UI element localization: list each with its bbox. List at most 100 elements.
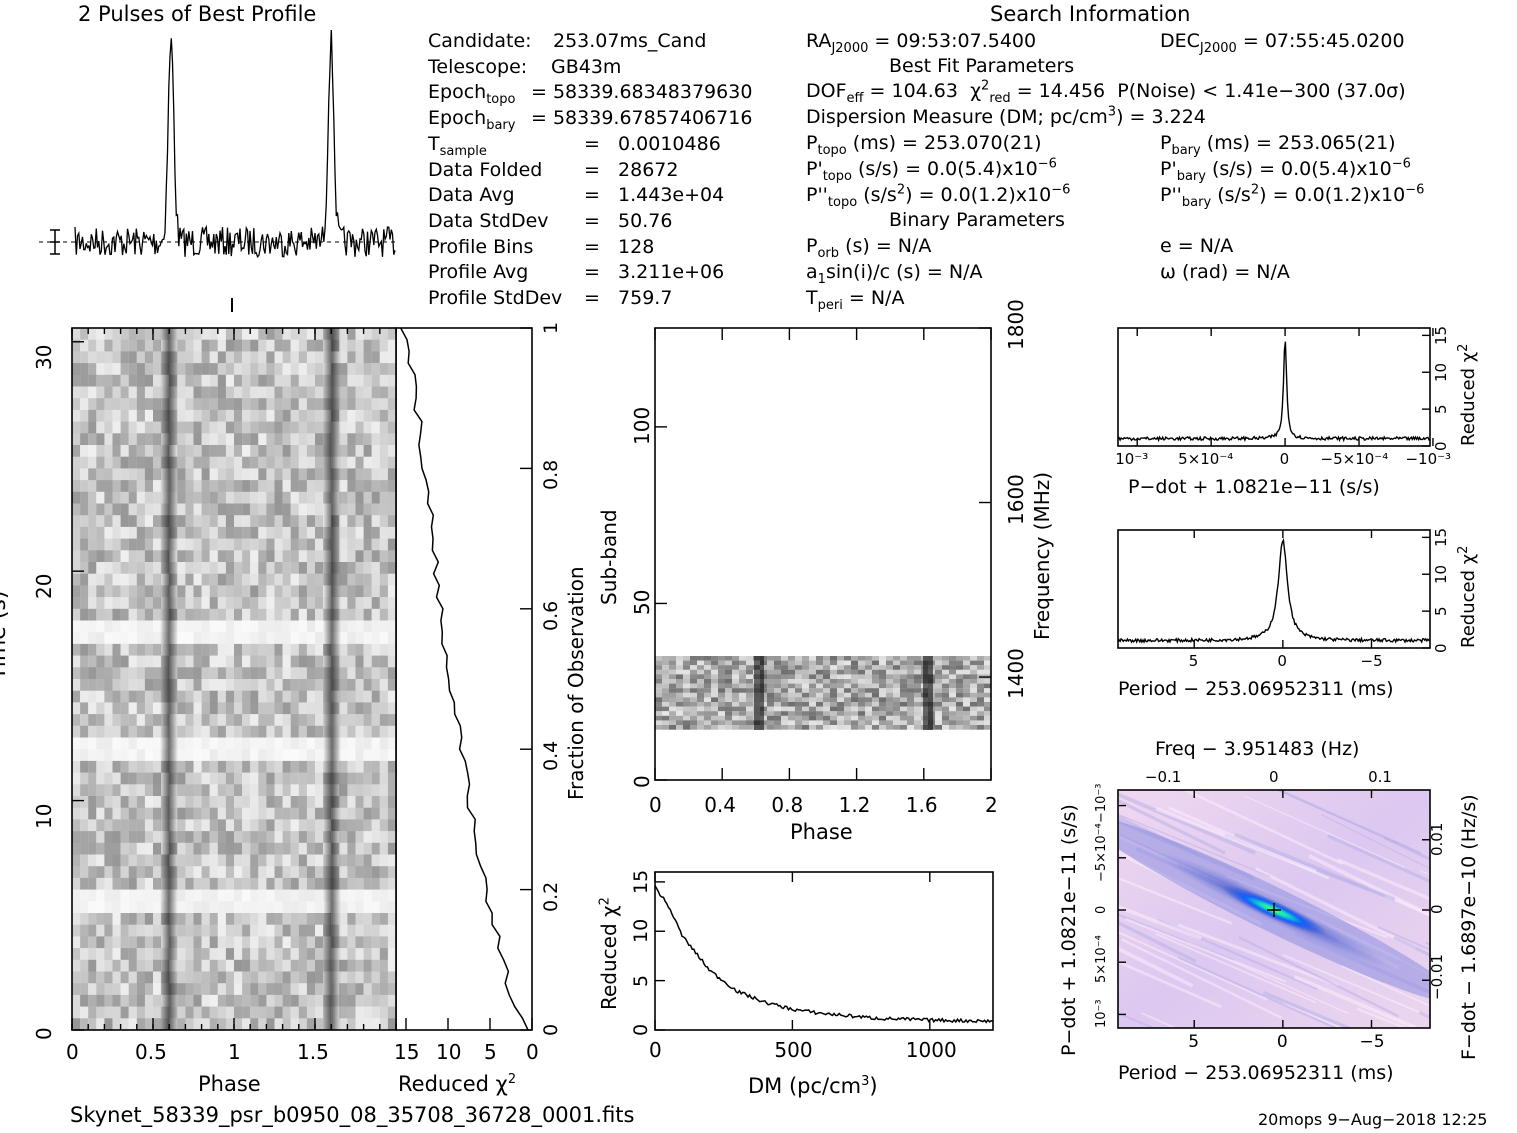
grey-cell (306, 667, 316, 680)
grey-cell (298, 456, 307, 469)
subband-cell (837, 720, 845, 726)
grey-cell (112, 491, 121, 504)
subband-cell (795, 697, 803, 703)
grey-cell (112, 328, 121, 340)
grey-cell (298, 409, 307, 422)
grey-cell (120, 901, 129, 914)
grey-cell (104, 959, 113, 972)
grey-cell (387, 842, 397, 855)
grey-cell (387, 924, 397, 937)
grey-cell (250, 924, 259, 937)
grey-cell (80, 796, 89, 808)
ppdot-streak (1262, 990, 1353, 1028)
grey-cell (339, 714, 348, 727)
grey-cell (209, 959, 218, 972)
info-value: 253.07ms_Cand (553, 30, 707, 52)
subband-cell (823, 674, 831, 680)
grey-cell (177, 374, 186, 387)
subband-cell (683, 669, 691, 675)
grey-cell (306, 456, 316, 469)
grey-cell (128, 632, 137, 645)
grey-cell (193, 515, 202, 528)
subband-cell (739, 674, 747, 680)
subband-cell (907, 688, 915, 693)
grey-cell (225, 363, 235, 376)
grey-cell (387, 784, 397, 797)
grey-cell (193, 433, 202, 446)
grey-cell (112, 620, 121, 633)
grey-cell (80, 760, 89, 773)
grey-cell (290, 948, 299, 961)
grey-cell (347, 772, 356, 785)
grey-cell (136, 702, 145, 715)
subband-cell (886, 683, 894, 689)
grey-cell (104, 924, 113, 937)
subband-cell (865, 706, 873, 712)
grey-cell (72, 421, 81, 434)
subband-cell (970, 679, 978, 684)
subband-cell (690, 725, 698, 730)
subband-cell (746, 660, 754, 666)
subband-cell (767, 669, 775, 675)
grey-cell (258, 936, 267, 949)
subband-cell (655, 679, 663, 684)
subband-cell (774, 688, 782, 693)
grey-cell (315, 1018, 324, 1031)
grey-cell (201, 468, 210, 481)
grey-cell (258, 690, 267, 703)
subband-cell (977, 692, 985, 698)
grey-cell (234, 690, 243, 703)
subband-cell (816, 688, 824, 693)
subband-cell (711, 660, 719, 666)
grey-cell (120, 468, 129, 481)
subband-cell (739, 725, 747, 730)
subband-cell (732, 669, 740, 675)
subband-cell (949, 660, 957, 666)
grey-cell (185, 585, 194, 598)
grey-cell (258, 445, 267, 457)
subband-cell (711, 715, 719, 721)
grey-cell (185, 515, 194, 528)
subband-cell (837, 660, 845, 666)
subband-cell (879, 688, 887, 693)
grey-cell (339, 679, 348, 691)
grey-cell (363, 889, 372, 902)
grey-cell (112, 409, 121, 422)
grey-cell (234, 491, 243, 504)
grey-cell (347, 1018, 356, 1031)
grey-cell (217, 468, 226, 481)
grey-cell (258, 398, 267, 411)
ppdot-streak (1308, 854, 1430, 917)
grey-cell (201, 936, 210, 949)
grey-cell (80, 948, 89, 961)
grey-cell (80, 433, 89, 446)
subband-cell (879, 656, 887, 661)
freq-top-label: Freq − 3.951483 (Hz) (1155, 738, 1360, 760)
grey-cell (282, 585, 291, 598)
grey-cell (80, 608, 89, 621)
grey-cell (136, 374, 145, 387)
subband-cell (844, 711, 852, 716)
grey-cell (185, 597, 194, 610)
grey-cell (266, 503, 275, 516)
subband-cell (725, 702, 733, 707)
grey-cell (104, 433, 113, 446)
grey-cell (234, 667, 243, 680)
grey-cell (242, 831, 251, 844)
grey-cell (201, 971, 210, 984)
grey-cell (379, 819, 388, 832)
grey-cell (225, 597, 235, 610)
subband-cell (907, 660, 915, 666)
grey-cell (144, 854, 154, 867)
subband-cell (893, 679, 901, 684)
grey-cell (355, 597, 364, 610)
grey-cell (80, 421, 89, 434)
grey-cell (177, 842, 186, 855)
grey-cell (371, 585, 380, 598)
grey-cell (112, 772, 121, 785)
grey-cell (72, 503, 81, 516)
subband-cell (816, 725, 824, 730)
grey-cell (371, 655, 380, 668)
porb-field: Porb (s) = N/A (806, 235, 932, 261)
grey-cell (315, 913, 324, 925)
